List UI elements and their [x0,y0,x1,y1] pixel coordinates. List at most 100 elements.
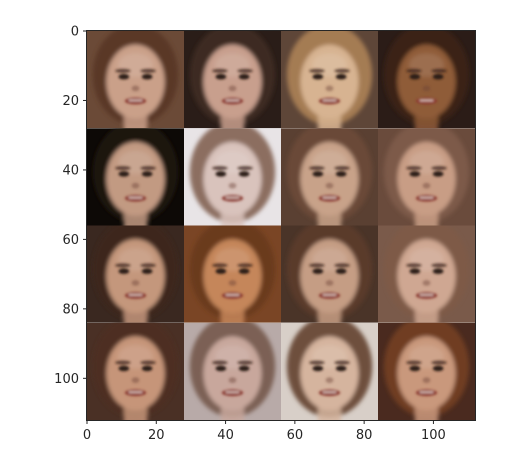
nose-shadow [132,183,140,189]
face-tile-r4-c4 [378,316,475,425]
right-eyebrow [140,361,156,365]
face-tile-r1-c4 [378,24,475,133]
teeth [226,391,240,393]
teeth [129,100,143,102]
left-eye [313,74,324,79]
y-axis: 020406080100 [54,25,87,387]
x-tick-label: 60 [287,428,304,443]
forehead-highlight [215,248,250,271]
face-tile-r1-c2 [184,24,281,133]
right-eye [433,366,444,371]
left-eyebrow [212,263,228,267]
x-tick-label: 100 [421,428,446,443]
right-eyebrow [334,69,350,73]
left-eye [119,171,130,176]
teeth [226,197,240,199]
right-eye [142,171,153,176]
nose-shadow [229,183,237,189]
forehead-highlight [312,345,347,368]
face-tile-r3-c2 [184,219,281,328]
left-eyebrow [309,166,325,170]
y-tick-label: 80 [62,302,79,317]
face-tile-r1-c1 [87,24,184,133]
right-eye [142,74,153,79]
left-eyebrow [115,263,131,267]
left-eyebrow [212,69,228,73]
nose-shadow [326,85,334,91]
teeth [226,100,240,102]
left-eyebrow [309,361,325,365]
face-tile-r2-c3 [281,121,378,230]
x-tick-label: 20 [148,428,165,443]
forehead-highlight [215,53,250,76]
teeth [420,197,434,199]
nose-shadow [229,85,237,91]
left-eyebrow [115,69,131,73]
nose-shadow [229,280,237,286]
teeth [129,294,143,296]
teeth [129,391,143,393]
forehead-highlight [409,248,444,271]
left-eyebrow [115,361,131,365]
x-tick-label: 40 [217,428,234,443]
right-eyebrow [140,166,156,170]
right-eyebrow [431,69,447,73]
left-eyebrow [406,166,422,170]
nose-shadow [132,280,140,286]
right-eyebrow [237,361,253,365]
forehead-highlight [312,151,347,174]
left-eye [119,268,130,273]
right-eyebrow [140,263,156,267]
left-eyebrow [406,361,422,365]
right-eye [336,366,347,371]
right-eyebrow [431,166,447,170]
right-eye [433,74,444,79]
forehead-highlight [215,151,250,174]
forehead-highlight [312,53,347,76]
forehead-highlight [312,248,347,271]
right-eye [433,171,444,176]
face-tile-r2-c4 [378,121,475,230]
left-eyebrow [115,166,131,170]
forehead-highlight [215,345,250,368]
left-eye [410,171,421,176]
left-eyebrow [309,69,325,73]
right-eye [336,74,347,79]
x-tick-label: 0 [83,428,91,443]
nose-shadow [423,183,431,189]
right-eye [336,171,347,176]
nose-shadow [423,280,431,286]
teeth [323,100,337,102]
right-eyebrow [237,69,253,73]
right-eye [433,268,444,273]
nose-shadow [326,280,334,286]
nose-shadow [326,183,334,189]
forehead-highlight [409,151,444,174]
right-eyebrow [237,263,253,267]
face-grid [87,24,475,425]
y-tick-label: 40 [62,163,79,178]
left-eyebrow [406,69,422,73]
teeth [129,197,143,199]
nose-shadow [423,85,431,91]
right-eye [142,268,153,273]
right-eye [239,268,250,273]
left-eye [313,171,324,176]
forehead-highlight [118,53,153,76]
nose-shadow [423,377,431,383]
left-eye [410,268,421,273]
left-eyebrow [212,166,228,170]
nose-shadow [326,377,334,383]
right-eyebrow [334,263,350,267]
left-eye [119,366,130,371]
right-eyebrow [334,361,350,365]
left-eye [216,366,227,371]
y-tick-label: 100 [54,372,79,387]
face-tile-r3-c1 [87,219,184,328]
face-tile-r3-c4 [378,219,475,328]
left-eyebrow [309,263,325,267]
y-tick-label: 60 [62,233,79,248]
y-tick-label: 0 [71,25,79,40]
left-eye [216,268,227,273]
